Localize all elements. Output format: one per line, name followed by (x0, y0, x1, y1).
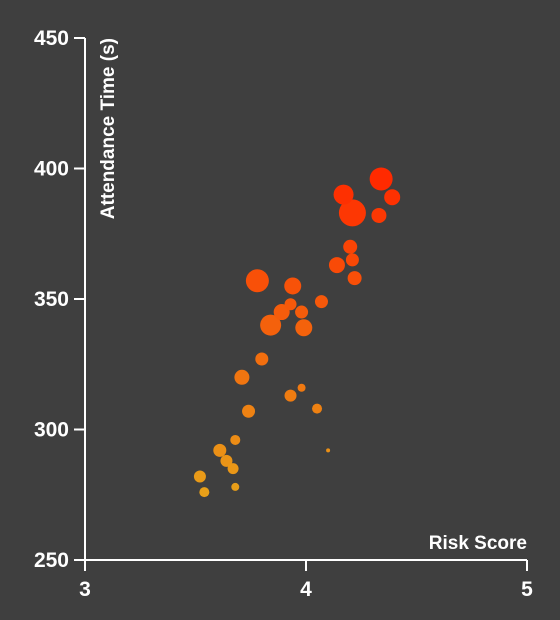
data-point (284, 277, 302, 295)
y-tick-label: 300 (34, 419, 69, 442)
data-point (371, 207, 387, 223)
data-point (220, 454, 233, 467)
data-point (326, 448, 331, 453)
x-tick-label: 4 (300, 578, 312, 601)
data-point (255, 352, 269, 366)
data-point (312, 403, 323, 414)
data-point (369, 167, 393, 191)
data-point (245, 269, 269, 293)
data-point (213, 443, 227, 457)
data-point (199, 487, 210, 498)
y-tick-label: 250 (34, 549, 69, 572)
data-point (231, 482, 240, 491)
data-point (193, 470, 206, 483)
data-point (297, 383, 306, 392)
y-tick-label: 350 (34, 288, 69, 311)
y-tick-label: 450 (34, 27, 69, 50)
data-point (328, 257, 345, 274)
data-point (338, 199, 366, 227)
data-point (343, 239, 358, 254)
data-point (295, 319, 313, 337)
data-point (284, 298, 297, 311)
x-tick-label: 3 (79, 578, 91, 601)
axes (84, 38, 527, 561)
data-point (284, 389, 297, 402)
x-axis-title: Risk Score (429, 533, 527, 554)
data-point (230, 434, 241, 445)
ticks: 250 300 350 400 450 3 4 5 (34, 27, 533, 601)
y-tick-label: 400 (34, 158, 69, 181)
data-point (333, 184, 354, 205)
data-point (347, 271, 362, 286)
data-point (345, 253, 359, 267)
data-point (384, 189, 401, 206)
y-axis-title: Attendance Time (s) (98, 38, 119, 219)
data-point (234, 369, 250, 385)
data-point (242, 404, 256, 418)
data-point (273, 304, 290, 321)
data-point (314, 295, 328, 309)
data-points (193, 167, 401, 498)
x-tick-label: 5 (521, 578, 533, 601)
data-point (227, 463, 239, 475)
data-point (295, 305, 309, 319)
data-point (260, 314, 282, 336)
